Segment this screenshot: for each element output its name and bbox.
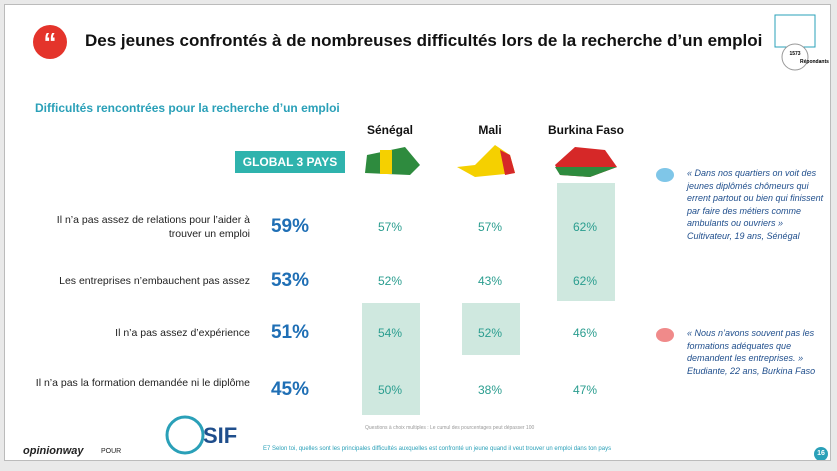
respondents: 1573 <box>789 51 801 57</box>
flag-stripe <box>380 150 392 174</box>
decor: “ <box>33 14 828 460</box>
map-mali <box>457 145 515 177</box>
page: {"header": {"title": "Des jeunes confron… <box>0 4 837 471</box>
country-value: 43% <box>477 274 503 288</box>
country-value: 57% <box>377 220 403 234</box>
bubble-icon <box>656 328 674 342</box>
global-value: 45% <box>270 379 310 400</box>
map-mali-part <box>500 150 515 175</box>
people-icon <box>774 14 816 48</box>
row-label: Il n’a pas la formation demandée ni le d… <box>35 377 250 389</box>
page-number: 16 <box>817 450 825 457</box>
highlight <box>462 303 520 355</box>
country-value: 38% <box>477 383 503 397</box>
quote: « Nous n’avons souvent pas les formation… <box>687 327 830 377</box>
country-value: 52% <box>477 326 503 340</box>
quote: « Dans nos quartiers on voit des jeunes … <box>687 167 830 242</box>
country-value: 62% <box>572 220 598 234</box>
global-value: 51% <box>270 322 310 343</box>
page-badge <box>814 447 828 460</box>
quote-text: « Dans nos quartiers on voit des jeunes … <box>687 168 824 228</box>
sif-logo <box>165 415 205 455</box>
quote-author: Cultivateur, 19 ans, Sénégal <box>687 230 800 241</box>
quote-text: « Nous n’avons souvent pas les formation… <box>687 328 815 363</box>
country-value: 57% <box>477 220 503 234</box>
column-header: Burkina Faso <box>547 123 625 137</box>
for-label: POUR <box>101 448 122 455</box>
highlight <box>557 183 615 301</box>
country-value: 62% <box>572 274 598 288</box>
brand: opinionway <box>23 445 84 457</box>
country-value: 47% <box>572 383 598 397</box>
row-label: Il n’a pas assez d’expérience <box>115 327 250 339</box>
respondents-label: Répondants <box>800 59 829 65</box>
bubble-icon <box>656 168 674 182</box>
quote-author: Etudiante, 22 ans, Burkina Faso <box>687 365 816 376</box>
subtitle: Difficultés rencontrées pour la recherch… <box>35 101 340 115</box>
country-value: 46% <box>572 326 598 340</box>
respondent-badge <box>781 43 809 71</box>
title: Des jeunes confrontés à de nombreuses di… <box>85 31 763 50</box>
partner: SIF <box>203 423 238 448</box>
quote-icon <box>33 25 67 59</box>
highlight <box>362 303 420 415</box>
note: Questions à choix multiples : Le cumul d… <box>365 425 535 431</box>
slide: “ Des jeunes confrontés à de nombreuses … <box>4 4 831 461</box>
map-senegal <box>365 147 420 175</box>
row-label: Les entreprises n’embauchent pas assez <box>59 275 250 287</box>
column-header: Sénégal <box>366 123 414 137</box>
column-header: GLOBAL 3 PAYS <box>235 151 345 173</box>
global-value: 59% <box>270 216 310 237</box>
column-header: Mali <box>478 123 502 137</box>
global-value: 53% <box>270 270 310 291</box>
row-label: Il n’a pas assez de relations pour l’aid… <box>56 214 250 240</box>
map-burkina-part <box>555 167 617 177</box>
question: E7 Selon toi, quelles sont les principal… <box>263 446 612 452</box>
country-value: 52% <box>377 274 403 288</box>
country-value: 50% <box>377 383 403 397</box>
quote-mark: “ <box>44 27 57 57</box>
country-value: 54% <box>377 326 403 340</box>
